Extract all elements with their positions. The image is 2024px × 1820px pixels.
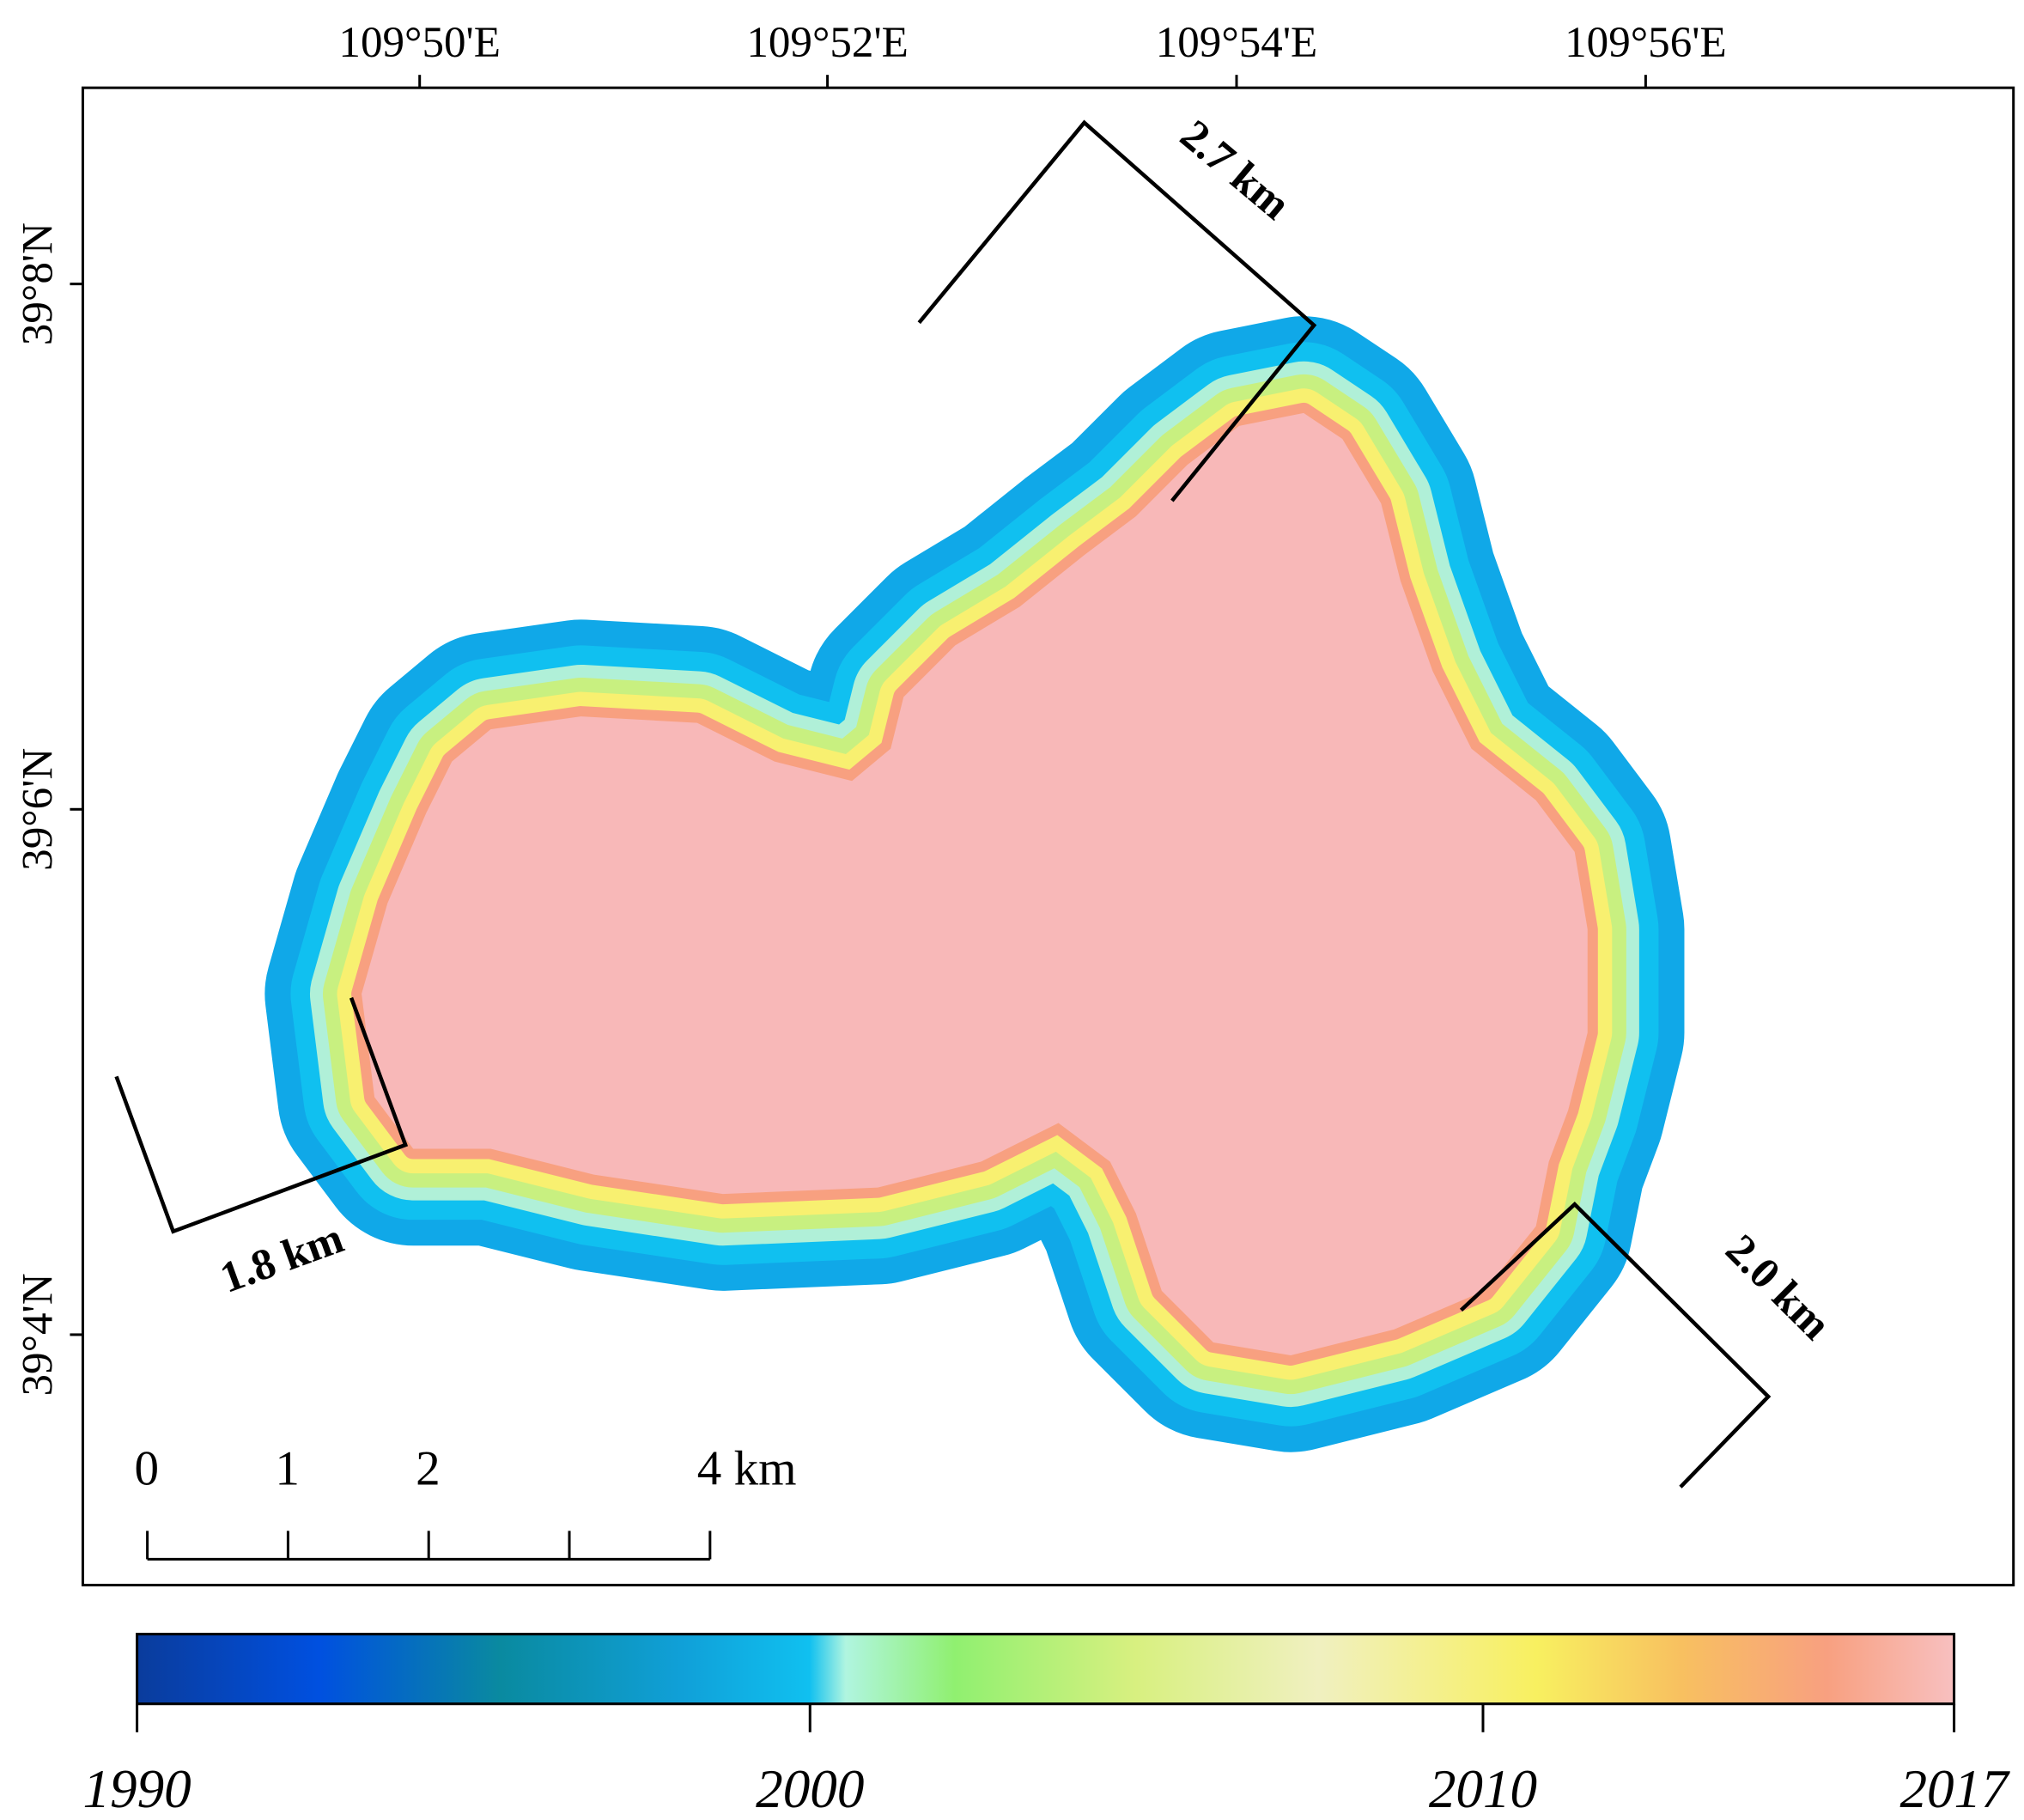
lat-label: 39°8'N bbox=[13, 222, 62, 345]
labels: 109°50'E 109°52'E 109°54'E 109°56'E 39°8'N 39… bbox=[13, 18, 2010, 1819]
colorbar-label: 1990 bbox=[82, 1759, 191, 1819]
lat-label: 39°4'N bbox=[13, 1273, 62, 1396]
colorbar-label: 2000 bbox=[756, 1759, 864, 1819]
transects bbox=[114, 119, 1772, 1488]
scale-label: 2 bbox=[416, 1441, 441, 1495]
lake-rings bbox=[362, 413, 1588, 1355]
lon-label: 109°54'E bbox=[1156, 18, 1318, 67]
lon-label: 109°50'E bbox=[338, 18, 501, 67]
lon-label: 109°56'E bbox=[1565, 18, 1727, 67]
colorbar-label: 2017 bbox=[1899, 1759, 2010, 1819]
colorbar-label: 2010 bbox=[1429, 1759, 1537, 1819]
lat-label: 39°6'N bbox=[13, 748, 62, 871]
scale-label: 1 bbox=[275, 1441, 300, 1495]
colorbar bbox=[136, 1633, 1956, 1706]
scale-label: 4 km bbox=[697, 1441, 797, 1495]
annotation: 2.0 km bbox=[1717, 1225, 1841, 1349]
lon-label: 109°52'E bbox=[746, 18, 909, 67]
annotation: 2.7 km bbox=[1171, 110, 1300, 229]
scale-label: 0 bbox=[135, 1441, 160, 1495]
annotation: 1.8 km bbox=[214, 1214, 349, 1303]
map-frame bbox=[81, 86, 2015, 1586]
